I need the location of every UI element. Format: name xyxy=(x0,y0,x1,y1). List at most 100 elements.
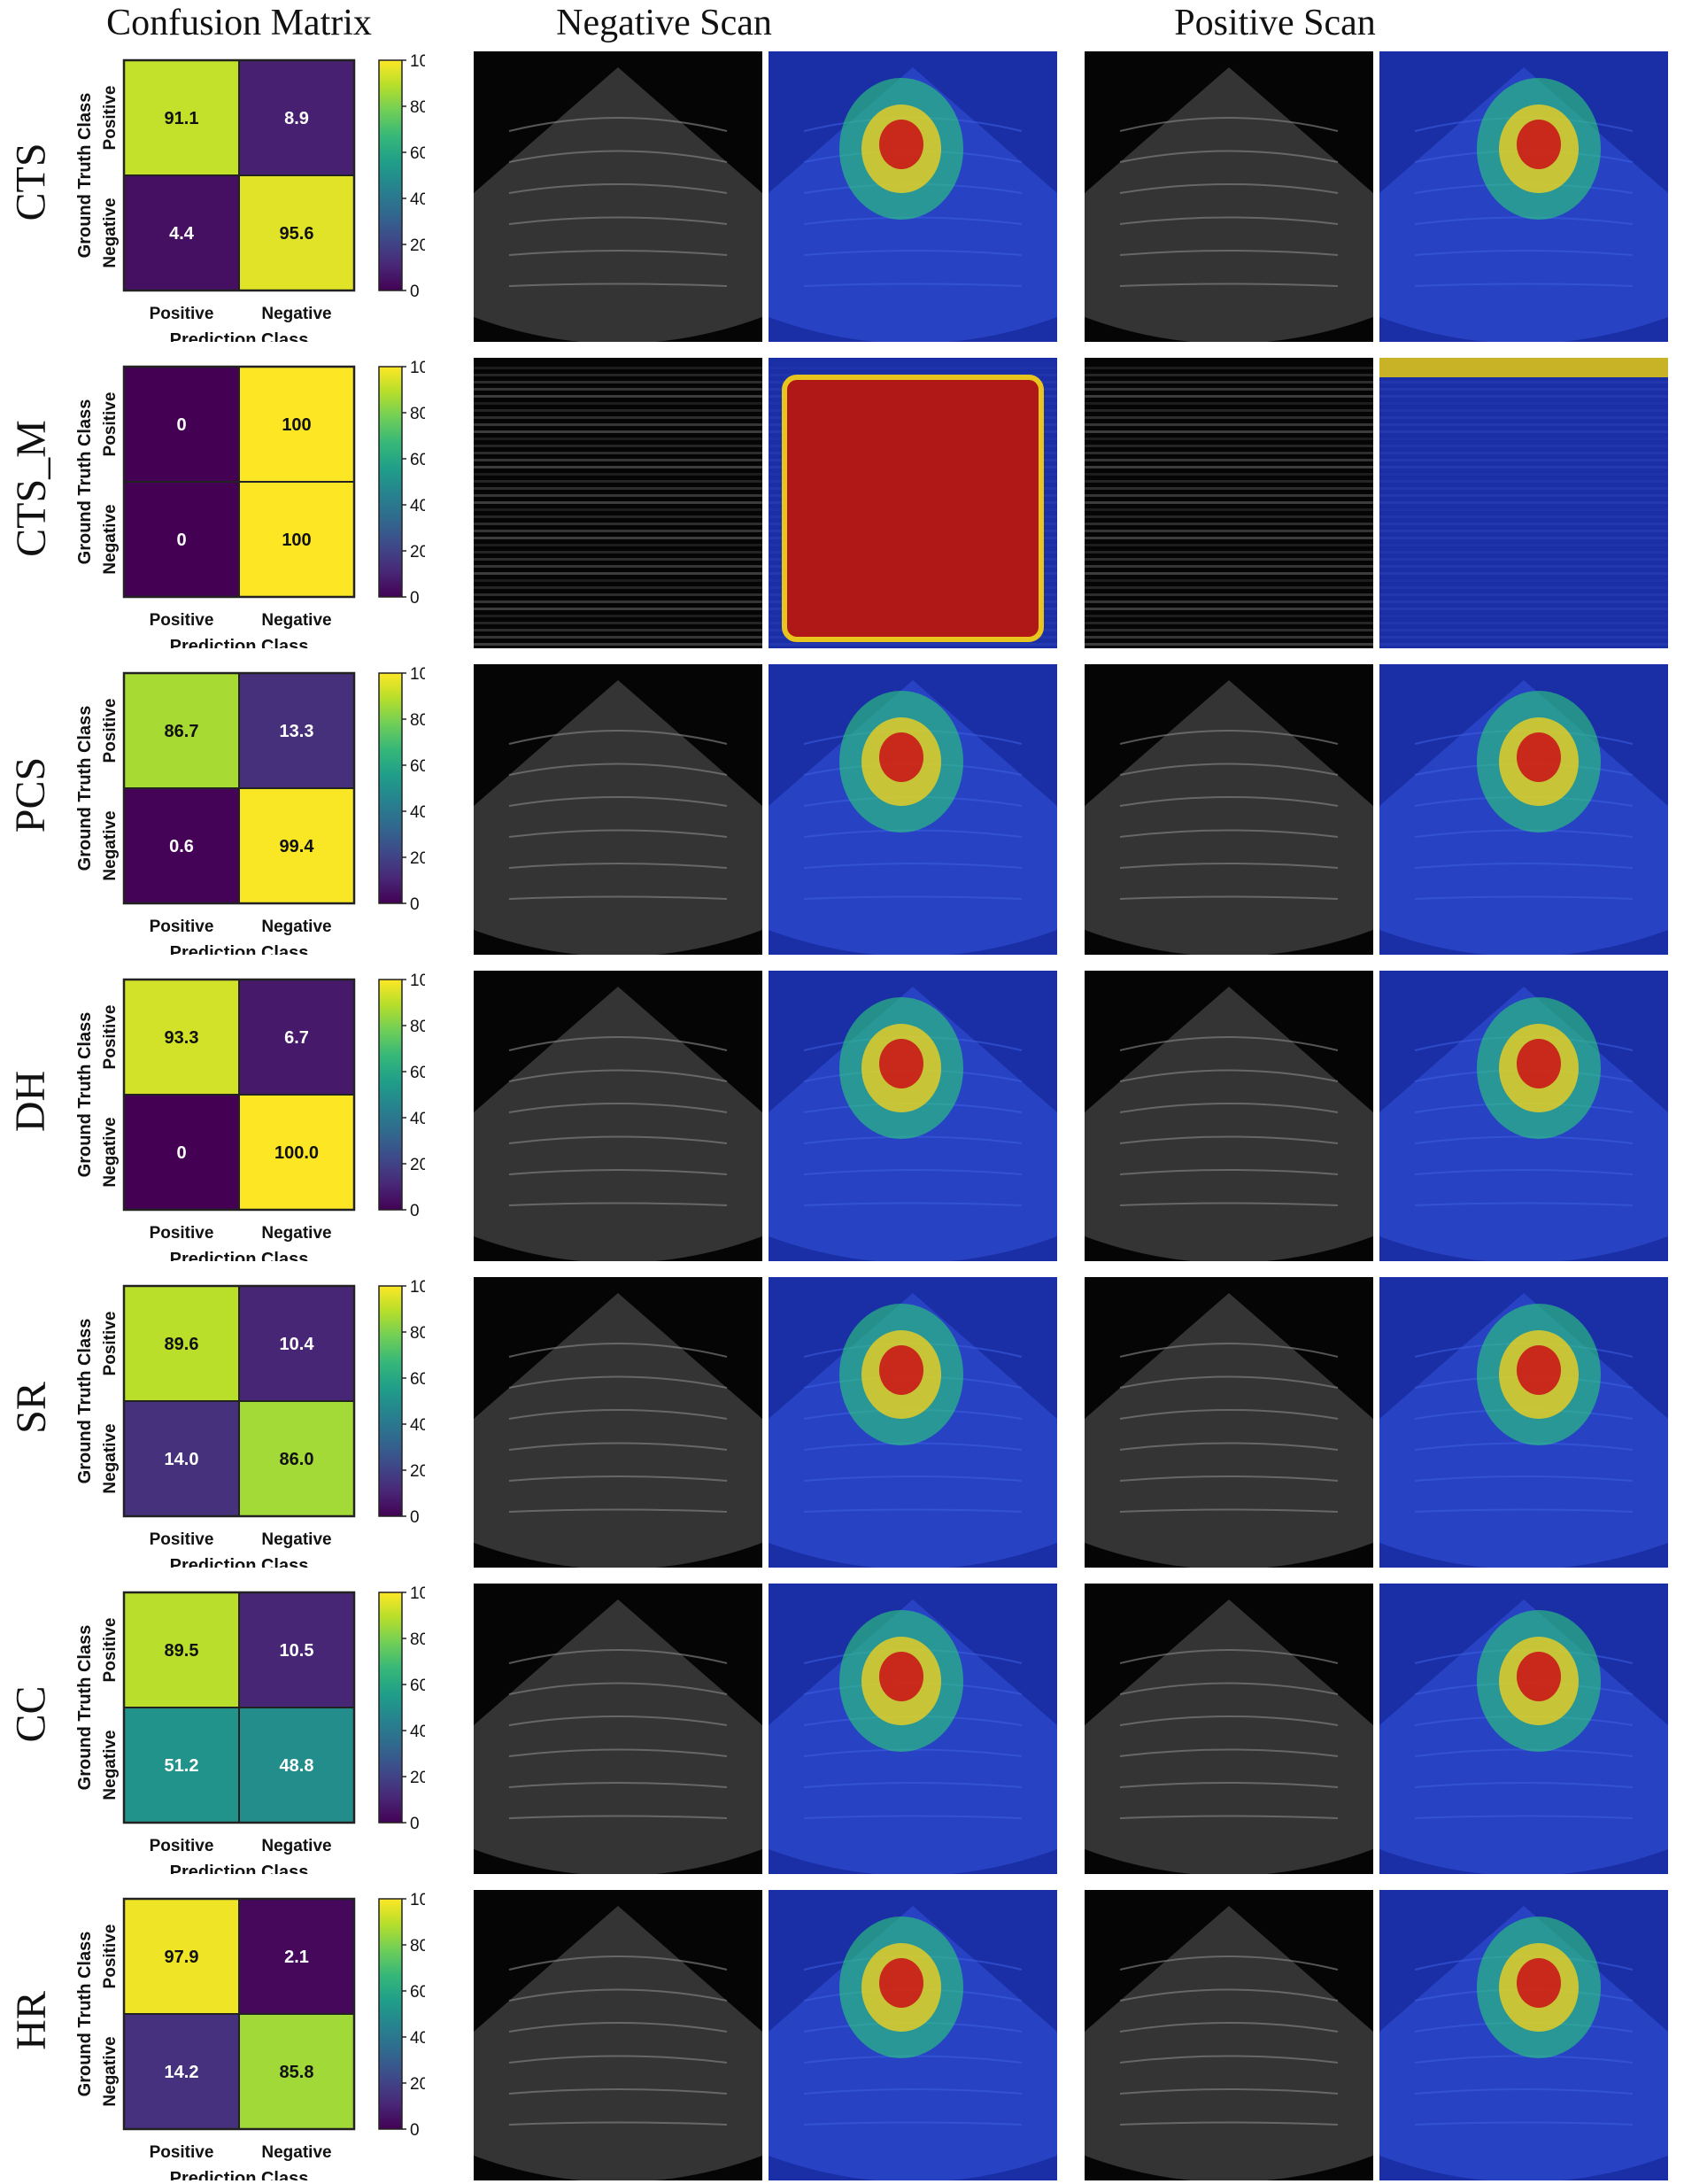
cm-cell-label: 14.2 xyxy=(165,2063,199,2082)
y-axis-label: Ground Truth Class xyxy=(75,399,95,565)
positive-scan-ultrasound-dh xyxy=(1085,971,1373,1261)
negative-scan-ultrasound-hr xyxy=(474,1890,762,2180)
cm-cell-label: 99.4 xyxy=(280,837,315,856)
y-tick-label: Negative xyxy=(101,504,120,574)
cm-cell-neg-neg xyxy=(239,482,354,597)
positive-scan-ultrasound-pcs xyxy=(1085,664,1373,955)
cm-cell-neg-pos xyxy=(124,2014,239,2129)
positive-scan-heatmap-overlay-cts xyxy=(1379,51,1668,342)
x-axis-label: Prediction Class xyxy=(170,1556,309,1568)
y-tick-label: Negative xyxy=(101,810,120,880)
colorbar xyxy=(378,979,403,1211)
x-axis-label: Prediction Class xyxy=(170,330,309,342)
confusion-matrix-cts: 91.1 8.9 4.4 95.6 Positive Positive Negative Ne… xyxy=(75,52,425,342)
cm-cell-neg-neg xyxy=(239,1095,354,1210)
positive-scan-ultrasound-hr xyxy=(1085,1890,1373,2180)
negative-scan-ultrasound-sr xyxy=(474,1277,762,1568)
cm-cell-label: 97.9 xyxy=(165,1948,199,1967)
x-tick-label: Positive xyxy=(150,1224,214,1243)
colorbar-tick-label: 20 xyxy=(410,236,425,255)
negative-scan-ultrasound-cc xyxy=(474,1584,762,1874)
cm-cell-neg-pos xyxy=(124,788,239,903)
cm-cell-pos-neg xyxy=(239,673,354,788)
colorbar-tick-label: 100 xyxy=(410,359,425,377)
y-tick-label: Positive xyxy=(101,86,120,151)
colorbar-tick-label: 0 xyxy=(410,283,420,301)
cm-cell-label: 0 xyxy=(176,1143,186,1163)
y-tick-label: Positive xyxy=(101,392,120,457)
x-axis-label: Prediction Class xyxy=(170,2169,309,2180)
colorbar-tick-label: 80 xyxy=(410,1018,425,1036)
colorbar-tick-label: 100 xyxy=(410,1891,425,1909)
cm-cell-label: 0 xyxy=(176,531,186,550)
positive-scan-ultrasound-cc xyxy=(1085,1584,1373,1874)
cm-cell-pos-neg xyxy=(239,367,354,482)
negative-scan-heatmap-overlay-cts xyxy=(769,51,1057,342)
cm-cell-neg-pos xyxy=(124,1095,239,1210)
cm-cell-label: 86.0 xyxy=(280,1450,314,1469)
cm-cell-label: 89.6 xyxy=(165,1335,199,1354)
positive-scan-heatmap-overlay-cc xyxy=(1379,1584,1668,1874)
x-tick-label: Negative xyxy=(261,1224,331,1243)
negative-scan-heatmap-overlay-hr xyxy=(769,1890,1057,2180)
y-tick-label: Positive xyxy=(101,1312,120,1376)
colorbar xyxy=(378,1898,403,2130)
cm-cell-pos-neg xyxy=(239,980,354,1095)
cm-cell-label: 89.5 xyxy=(165,1641,199,1661)
row-label-text: DH xyxy=(7,1070,55,1132)
row-label-text: PCS xyxy=(7,756,55,833)
cm-cell-label: 100.0 xyxy=(274,1143,319,1163)
row-label-text: CTS xyxy=(7,142,55,221)
cm-cell-pos-neg xyxy=(239,60,354,175)
y-axis-label: Ground Truth Class xyxy=(75,1932,95,2097)
positive-scan-heatmap-overlay-dh xyxy=(1379,971,1668,1261)
confusion-matrix-hr: 97.9 2.1 14.2 85.8 Positive Positive Negative N… xyxy=(75,1891,425,2180)
negative-scan-ultrasound-cts xyxy=(474,51,762,342)
cm-cell-label: 95.6 xyxy=(280,224,314,244)
row-label-text: CC xyxy=(7,1684,55,1743)
cm-cell-neg-pos xyxy=(124,175,239,290)
y-tick-label: Negative xyxy=(101,1730,120,1800)
colorbar-tick-label: 100 xyxy=(410,972,425,990)
cm-cell-label: 51.2 xyxy=(165,1756,199,1776)
cm-cell-label: 86.7 xyxy=(165,722,199,741)
colorbar-tick-label: 60 xyxy=(410,1064,425,1082)
positive-scan-heatmap-overlay-cts-m xyxy=(1379,358,1668,648)
colorbar xyxy=(378,1285,403,1517)
positive-scan-ultrasound-cts xyxy=(1085,51,1373,342)
colorbar-tick-label: 40 xyxy=(410,2029,425,2048)
confusion-matrix-pcs: 86.7 13.3 0.6 99.4 Positive Positive Negative N… xyxy=(75,665,425,955)
colorbar-tick-label: 20 xyxy=(410,1462,425,1481)
positive-scan-ultrasound-sr xyxy=(1085,1277,1373,1568)
positive-scan-heatmap-overlay-hr xyxy=(1379,1890,1668,2180)
cm-cell-pos-neg xyxy=(239,1592,354,1708)
x-axis-label: Prediction Class xyxy=(170,1250,309,1261)
positive-scan-ultrasound-cts-m xyxy=(1085,358,1373,648)
row-label-text: HR xyxy=(7,1990,55,2050)
cm-cell-label: 13.3 xyxy=(280,722,314,741)
y-axis-label: Ground Truth Class xyxy=(75,93,95,259)
x-tick-label: Positive xyxy=(150,918,214,936)
confusion-matrix-sr: 89.6 10.4 14.0 86.0 Positive Positive Negative… xyxy=(75,1278,425,1568)
colorbar-tick-label: 100 xyxy=(410,665,425,684)
cm-cell-label: 8.9 xyxy=(284,109,309,128)
cm-cell-pos-pos xyxy=(124,1592,239,1708)
x-axis-label: Prediction Class xyxy=(170,943,309,955)
confusion-matrix-dh: 93.3 6.7 0 100.0 Positive Positive Negative Neg… xyxy=(75,972,425,1261)
cm-cell-label: 10.4 xyxy=(280,1335,315,1354)
y-axis-label: Ground Truth Class xyxy=(75,706,95,871)
colorbar-tick-label: 40 xyxy=(410,1723,425,1741)
negative-scan-ultrasound-dh xyxy=(474,971,762,1261)
y-axis-label: Ground Truth Class xyxy=(75,1319,95,1484)
negative-scan-heatmap-overlay-dh xyxy=(769,971,1057,1261)
cm-cell-neg-neg xyxy=(239,788,354,903)
colorbar-tick-label: 40 xyxy=(410,803,425,822)
colorbar-tick-label: 20 xyxy=(410,849,425,868)
x-axis-label: Prediction Class xyxy=(170,1863,309,1874)
colorbar-tick-label: 80 xyxy=(410,405,425,423)
y-tick-label: Negative xyxy=(101,2036,120,2106)
cm-cell-label: 0.6 xyxy=(169,837,194,856)
colorbar-tick-label: 0 xyxy=(410,2121,420,2140)
row-label-text: CTS_M xyxy=(7,419,55,557)
y-axis-label: Ground Truth Class xyxy=(75,1012,95,1178)
